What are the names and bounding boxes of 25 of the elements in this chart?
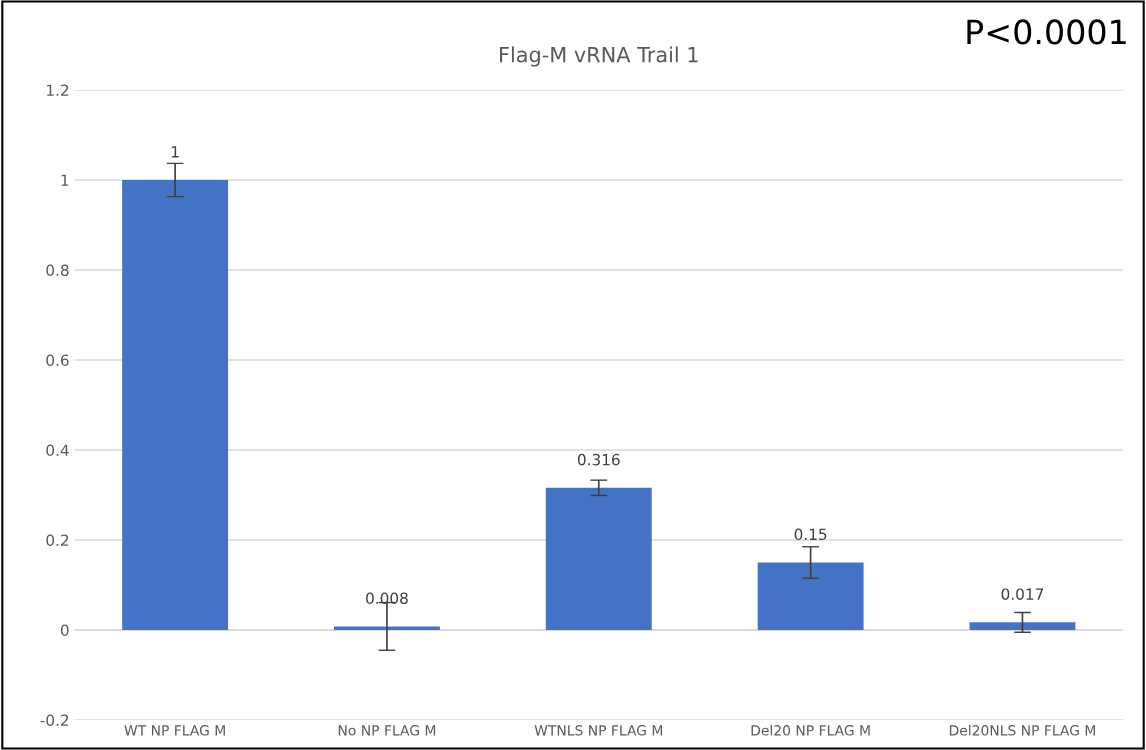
- bar: [757, 562, 864, 630]
- data-label: 0.017: [1001, 588, 1044, 600]
- x-tick-label: WTNLS NP FLAG M: [534, 725, 663, 736]
- bar: [545, 487, 652, 630]
- bar: [122, 180, 229, 630]
- bar: [333, 626, 440, 630]
- y-tick-label: 1: [61, 174, 69, 186]
- x-tick-label: WT NP FLAG M: [124, 725, 225, 736]
- y-tick-label: 0.8: [46, 264, 69, 277]
- y-tick-label: 0.4: [46, 444, 69, 457]
- data-label: 1: [171, 146, 179, 158]
- chart-title: Flag-M vRNA Trail 1: [500, 46, 698, 67]
- y-tick-label: 1.2: [47, 84, 69, 96]
- data-label: 0.008: [366, 592, 408, 604]
- y-tick-label: 0.2: [46, 534, 69, 547]
- x-tick-label: Del20 NP FLAG M: [751, 724, 870, 736]
- text: P<0.0001: [967, 19, 1126, 45]
- bar: [969, 622, 1076, 630]
- x-tick-label: Del20NLS NP FLAG M: [949, 724, 1095, 736]
- y-tick-label: 0: [60, 624, 69, 637]
- y-tick-label: -0.2: [40, 714, 69, 727]
- x-tick-label: No NP FLAG M: [338, 725, 436, 736]
- data-label: 0.316: [577, 453, 620, 466]
- data-label: 0.15: [794, 528, 827, 541]
- y-tick-label: 0.6: [46, 354, 69, 367]
